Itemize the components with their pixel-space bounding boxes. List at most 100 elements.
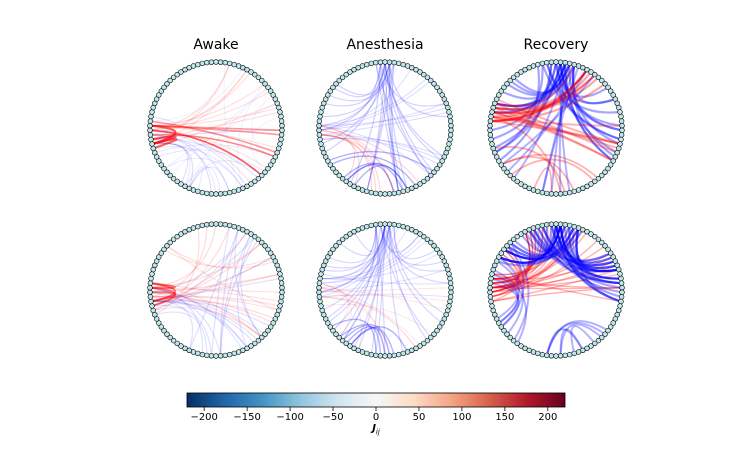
node-46 [377,191,384,197]
node-63 [490,307,496,314]
node-2 [222,59,228,66]
node-24 [618,132,625,138]
node-69 [147,280,154,286]
node-53 [178,343,184,349]
connection-edge-19 [379,224,445,266]
colorbar-ticks [203,407,549,411]
node-26 [617,303,623,309]
connection-edge-7 [325,224,381,320]
node-14 [607,88,614,94]
connection-edge-44 [163,102,278,170]
node-78 [504,81,510,87]
connection-edge-18 [564,62,614,162]
node-74 [154,258,160,264]
node-30 [610,158,616,164]
connection-edge-20 [545,62,621,114]
node-4 [231,223,237,230]
connection-edge-49 [318,239,428,289]
node-57 [504,331,510,337]
node-48 [199,351,206,358]
node-34 [599,172,605,179]
node-76 [158,88,165,94]
node-35 [595,337,602,344]
connection-edge-47 [554,223,612,262]
node-58 [501,327,507,334]
connection-edge-90 [490,277,519,324]
connection-edge-83 [498,227,580,265]
node-59 [158,324,165,330]
node-46 [548,191,555,197]
node-34 [428,172,434,179]
connection-edge-29 [220,239,259,356]
connection-edge-16 [571,64,616,105]
connection-edge-57 [349,327,391,356]
connection-edge-15 [384,61,443,162]
connection-edge-50 [318,269,448,293]
connection-edge-11 [489,229,584,289]
node-25 [278,136,284,143]
connection-edge-2 [490,287,623,303]
node-56 [507,334,513,341]
connection-edge-68 [559,224,622,280]
connection-edge-74 [520,223,558,254]
node-85 [190,63,197,69]
connection-edge-13 [327,224,377,264]
connection-edge-38 [188,166,222,194]
connection-edge-36 [491,273,622,303]
connection-edge-39 [166,245,279,311]
node-52 [182,345,188,351]
node-34 [599,334,605,341]
connection-edge-30 [156,149,266,173]
connection-edge-35 [491,73,596,115]
connection-edge-55 [550,63,571,194]
node-74 [154,96,160,102]
connection-edge-21 [384,61,432,176]
connection-edge-18 [150,134,212,194]
node-41 [231,350,237,357]
node-1 [386,59,393,65]
node-41 [571,350,577,357]
connection-edge-19 [149,129,248,187]
connection-edge-4 [493,64,576,111]
node-55 [510,337,517,344]
node-63 [490,145,496,152]
node-30 [439,320,445,326]
connection-edge-42 [494,102,618,154]
connection-edge-24 [489,231,531,293]
node-1 [557,221,564,227]
connection-edge-35 [220,233,252,356]
node-46 [208,191,215,197]
connection-edge-15 [318,223,386,293]
connection-edge-16 [151,142,189,185]
connection-edge-47 [319,224,395,280]
connection-edge-6 [319,62,391,118]
node-20 [447,113,453,120]
connection-edge-20 [151,304,212,356]
connection-edge-46 [496,98,621,145]
node-37 [248,343,254,349]
node-2 [562,221,568,228]
node-0 [213,221,219,227]
connection-edge-53 [342,325,382,356]
connection-edge-41 [490,120,621,145]
connection-edge-32 [188,166,231,193]
connection-edge-66 [559,224,618,270]
node-8 [248,69,254,75]
node-44 [557,353,564,359]
node-49 [535,188,541,195]
node-60 [325,158,331,164]
node-3 [227,222,233,229]
node-15 [610,92,616,98]
node-59 [498,162,504,168]
node-18 [616,104,622,111]
connection-edge-25 [149,124,282,136]
connection-edge-4 [384,61,400,193]
node-32 [265,165,271,172]
node-22 [448,122,454,129]
connection-edge-16 [384,61,445,158]
connection-edge-62 [571,226,616,267]
connection-edge-21 [379,224,432,338]
connection-edge-28 [149,124,283,132]
node-54 [343,178,349,185]
colorbar-tick-label-4: 0 [372,412,380,423]
